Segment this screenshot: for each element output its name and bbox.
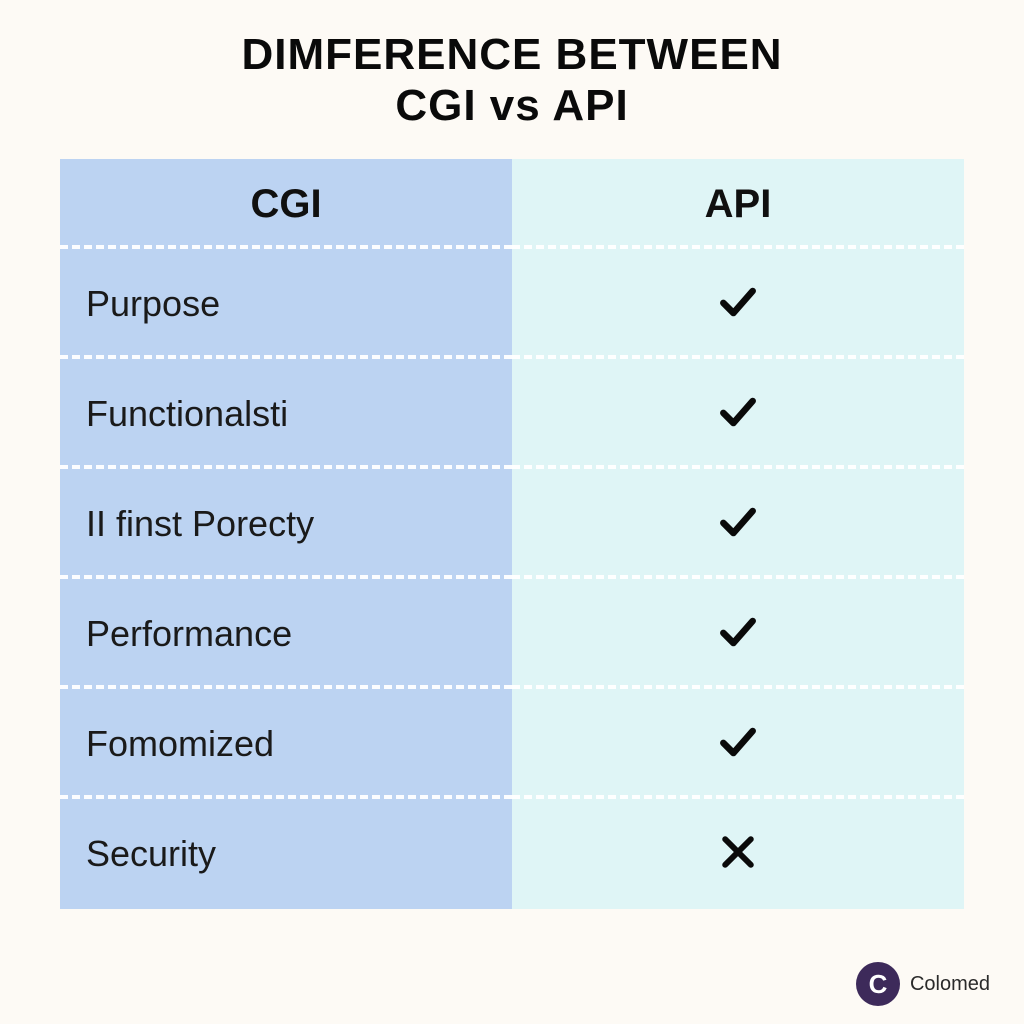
table-row: Functionalsti [60,359,964,469]
row-api-cell [512,359,964,469]
table-row: II finst Porecty [60,469,964,579]
table-header-row: CGI API [60,159,964,249]
row-label: II finst Porecty [86,503,314,544]
row-label: Security [86,833,216,874]
brand-badge-letter: C [869,969,888,1000]
header-api: API [512,159,964,249]
header-api-label: API [705,182,772,226]
row-label: Fomomized [86,723,274,764]
row-api-cell [512,249,964,359]
row-label-cell: Fomomized [60,689,512,799]
check-icon [716,390,760,434]
check-icon [716,720,760,764]
page-title: DIMFERENCE BETWEEN CGI vs API [60,30,964,131]
row-label: Purpose [86,283,220,324]
row-label-cell: Purpose [60,249,512,359]
header-cgi: CGI [60,159,512,249]
comparison-table: CGI API Purpose Functionalsti II finst Por… [60,159,964,909]
row-api-cell [512,689,964,799]
brand-name: Colomed [910,973,990,996]
title-api: API [552,81,628,130]
row-label: Functionalsti [86,393,288,434]
header-cgi-label: CGI [250,182,321,226]
brand-badge-icon: C [856,962,900,1006]
row-api-cell [512,799,964,909]
row-label: Performance [86,613,292,654]
row-label-cell: Functionalsti [60,359,512,469]
row-api-cell [512,579,964,689]
table-row: Security [60,799,964,909]
title-line-2: CGI vs API [60,81,964,132]
title-vs: vs [490,81,541,130]
table-row: Performance [60,579,964,689]
row-api-cell [512,469,964,579]
row-label-cell: Security [60,799,512,909]
table-row: Fomomized [60,689,964,799]
title-cgi: CGI [395,81,476,130]
row-label-cell: Performance [60,579,512,689]
cross-icon [716,830,760,874]
check-icon [716,280,760,324]
brand: C Colomed [856,962,990,1006]
title-line-1: DIMFERENCE BETWEEN [60,30,964,81]
check-icon [716,610,760,654]
table-row: Purpose [60,249,964,359]
row-label-cell: II finst Porecty [60,469,512,579]
check-icon [716,500,760,544]
